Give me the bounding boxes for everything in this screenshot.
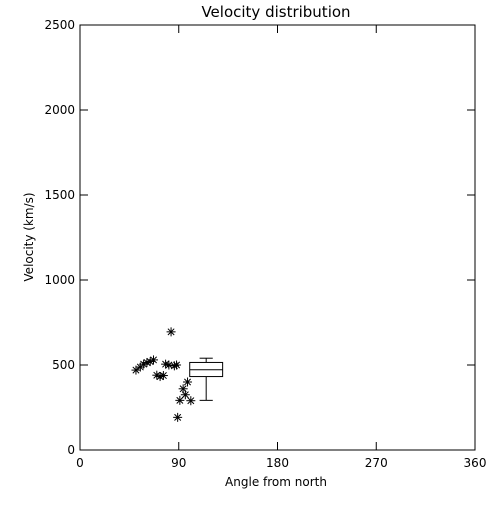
data-point — [186, 396, 196, 406]
x-tick-label: 0 — [76, 456, 84, 470]
data-point — [149, 355, 159, 365]
x-tick-label: 270 — [365, 456, 388, 470]
data-point — [172, 360, 182, 370]
x-axis-ticks: 0 90 180 270 360 — [76, 25, 486, 470]
x-tick-label: 90 — [171, 456, 186, 470]
scatter-points — [131, 327, 196, 422]
data-point — [180, 390, 190, 400]
data-point — [173, 412, 183, 422]
data-point — [183, 377, 193, 387]
y-tick-label: 1000 — [44, 273, 75, 287]
y-axis-title: Velocity (km/s) — [22, 192, 36, 281]
data-point — [164, 360, 174, 370]
data-point — [158, 371, 168, 381]
chart-title: Velocity distribution — [201, 3, 350, 21]
boxplot — [189, 357, 224, 401]
x-tick-label: 360 — [464, 456, 487, 470]
x-tick-label: 180 — [266, 456, 289, 470]
data-point — [166, 327, 176, 337]
y-tick-label: 0 — [67, 443, 75, 457]
y-axis-ticks: 0 500 1000 1500 2000 2500 — [44, 18, 475, 457]
y-tick-label: 1500 — [44, 188, 75, 202]
data-point — [175, 395, 185, 405]
y-tick-label: 500 — [52, 358, 75, 372]
plot-frame — [79, 24, 476, 451]
x-axis-title: Angle from north — [225, 475, 327, 489]
y-tick-label: 2500 — [44, 18, 75, 32]
y-tick-label: 2000 — [44, 103, 75, 117]
